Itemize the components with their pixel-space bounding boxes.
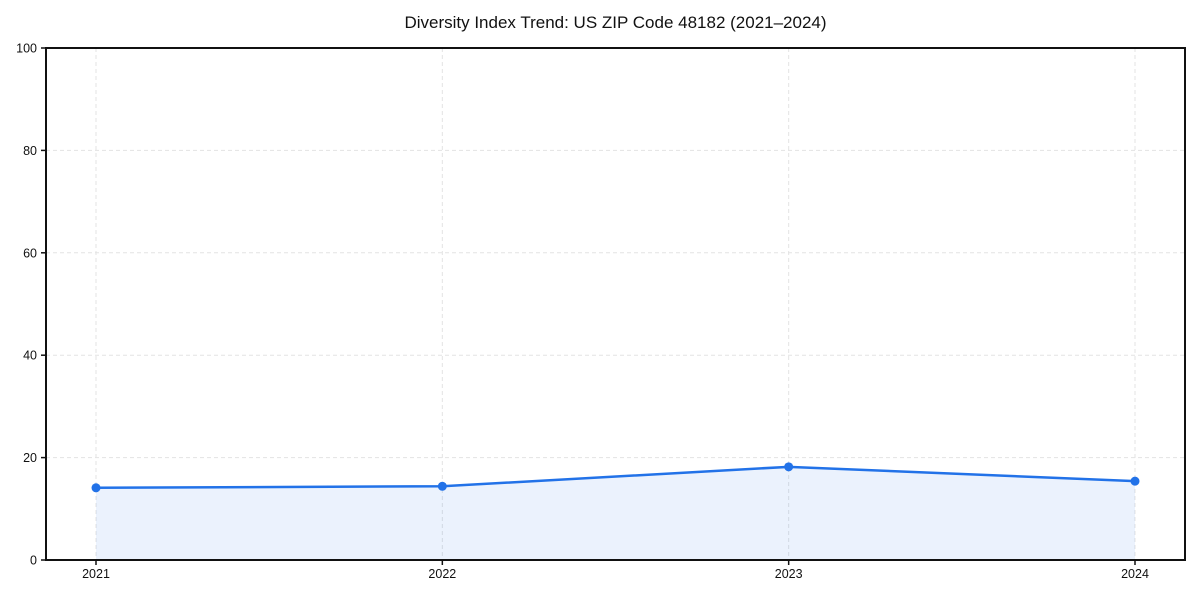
data-point-marker [784, 462, 794, 472]
data-point-marker [437, 481, 447, 491]
trend-line [94, 465, 1137, 490]
x-tick-label: 2022 [428, 567, 456, 581]
y-tick-label: 20 [23, 451, 37, 465]
x-tick-label: 2023 [775, 567, 803, 581]
data-point-marker [1130, 476, 1140, 486]
y-tick-label: 60 [23, 246, 37, 260]
data-point-marker [91, 483, 101, 493]
y-tick-label: 0 [30, 554, 37, 568]
y-tick-label: 100 [16, 42, 37, 56]
y-tick-label: 40 [23, 349, 37, 363]
x-tick-label: 2024 [1121, 567, 1149, 581]
chart-title: Diversity Index Trend: US ZIP Code 48182… [404, 13, 827, 32]
x-tick-label: 2021 [82, 567, 110, 581]
plot-border [45, 47, 1186, 561]
y-tick-label: 80 [23, 144, 37, 158]
area-fill [96, 466, 1135, 560]
